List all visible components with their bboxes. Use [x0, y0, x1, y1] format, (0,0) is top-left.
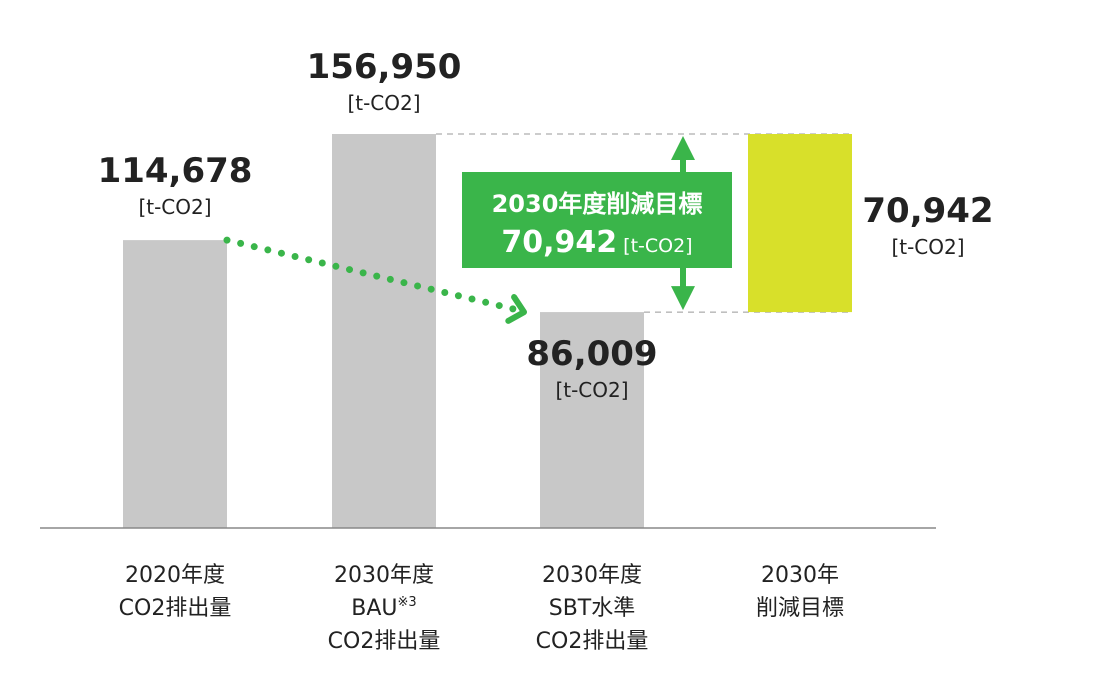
unit-label-1: [t-CO2]: [138, 195, 211, 219]
value-label-4: 70,942: [862, 191, 993, 231]
trend-dotted-line: [223, 236, 522, 314]
category-label-2-line-3: CO2排出量: [328, 629, 441, 654]
category-label-1-line-2: CO2排出量: [119, 596, 232, 621]
value-label-1: 114,678: [98, 151, 253, 191]
value-label-2: 156,950: [307, 47, 462, 87]
reduction-target-title: 2030年度削減目標: [492, 190, 703, 218]
category-label-3-line-3: CO2排出量: [536, 629, 649, 654]
category-label-1-line-1: 2020年度: [125, 563, 225, 588]
category-label-3-line-2: SBT水準: [549, 596, 636, 621]
reduction-target-box: [462, 172, 732, 268]
category-label-2-line-1: 2030年度: [334, 563, 434, 588]
unit-label-3: [t-CO2]: [555, 378, 628, 402]
category-label-3-line-1: 2030年度: [542, 563, 642, 588]
reduction-target-value: 70,942 [t-CO2]: [501, 225, 692, 260]
bar-4: [748, 134, 852, 313]
unit-label-2: [t-CO2]: [347, 91, 420, 115]
unit-label-4: [t-CO2]: [891, 235, 964, 259]
bar-2: [332, 134, 436, 528]
category-label-2-line-2: BAU※3: [351, 595, 416, 621]
category-label-4-line-1: 2030年: [761, 563, 839, 588]
category-label-4-line-2: 削減目標: [756, 596, 844, 621]
value-label-3: 86,009: [526, 334, 657, 374]
trend-arrowhead: [505, 294, 527, 324]
bar-3: [540, 312, 644, 528]
bar-1: [123, 240, 227, 528]
